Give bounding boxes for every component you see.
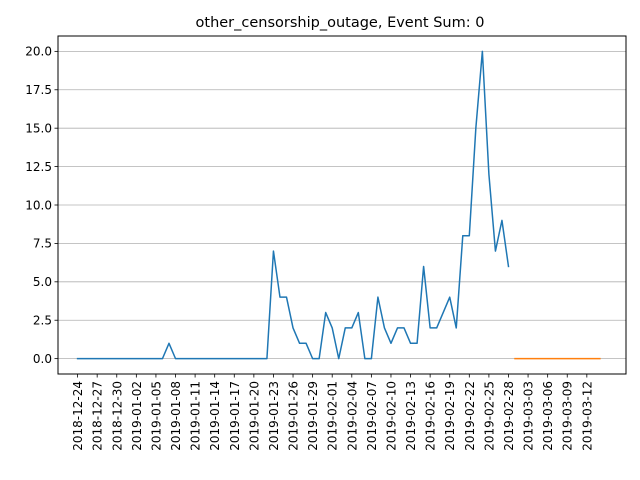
x-tick-label: 2019-01-26	[287, 381, 301, 451]
x-tick-label: 2019-01-17	[228, 381, 242, 451]
y-tick-label: 12.5	[25, 160, 52, 174]
x-tick-label: 2019-02-10	[384, 381, 398, 451]
x-tick-label: 2019-01-02	[130, 381, 144, 451]
x-tick-label: 2019-01-11	[189, 381, 203, 451]
y-tick-label: 2.5	[33, 314, 52, 328]
x-tick-label: 2019-02-01	[326, 381, 340, 451]
y-tick-label: 0.0	[33, 352, 52, 366]
y-axis: 0.0 2.5 5.0 7.5 10.0 12.5 15.0 17.5 20.0	[25, 45, 58, 366]
y-tick-label: 15.0	[25, 121, 52, 135]
x-axis: 2018-12-24 2018-12-27 2018-12-30 2019-01-02…	[71, 374, 594, 451]
x-tick-label: 2018-12-27	[91, 381, 105, 451]
y-tick-label: 17.5	[25, 83, 52, 97]
grid-lines	[58, 50, 626, 360]
x-tick-label: 2019-01-29	[306, 381, 320, 451]
x-tick-label: 2019-01-08	[169, 381, 183, 451]
y-tick-label: 20.0	[25, 45, 52, 59]
x-tick-label: 2019-01-23	[267, 381, 281, 451]
x-tick-label: 2019-03-06	[541, 381, 555, 451]
x-tick-label: 2019-02-16	[424, 381, 438, 451]
x-tick-label: 2019-02-28	[502, 381, 516, 451]
x-tick-label: 2019-02-25	[482, 381, 496, 451]
x-tick-label: 2019-03-12	[580, 381, 594, 451]
x-tick-label: 2018-12-24	[71, 381, 85, 451]
chart-title: other_censorship_outage, Event Sum: 0	[196, 15, 485, 31]
x-tick-label: 2019-03-03	[522, 381, 536, 451]
series-line-1	[76, 50, 510, 360]
y-tick-label: 5.0	[33, 275, 52, 289]
x-tick-label: 2019-01-14	[208, 381, 222, 451]
x-tick-label: 2019-02-19	[443, 381, 457, 451]
x-tick-label: 2019-01-20	[247, 381, 261, 451]
plot-lines	[76, 50, 601, 360]
y-tick-label: 7.5	[33, 237, 52, 251]
x-tick-label: 2019-02-07	[365, 381, 379, 451]
x-tick-label: 2019-01-05	[149, 381, 163, 451]
x-tick-label: 2018-12-30	[110, 381, 124, 451]
x-tick-label: 2019-02-13	[404, 381, 418, 451]
x-tick-label: 2019-02-22	[463, 381, 477, 451]
x-tick-label: 2019-02-04	[345, 381, 359, 451]
x-tick-label: 2019-03-09	[561, 381, 575, 451]
y-tick-label: 10.0	[25, 198, 52, 212]
